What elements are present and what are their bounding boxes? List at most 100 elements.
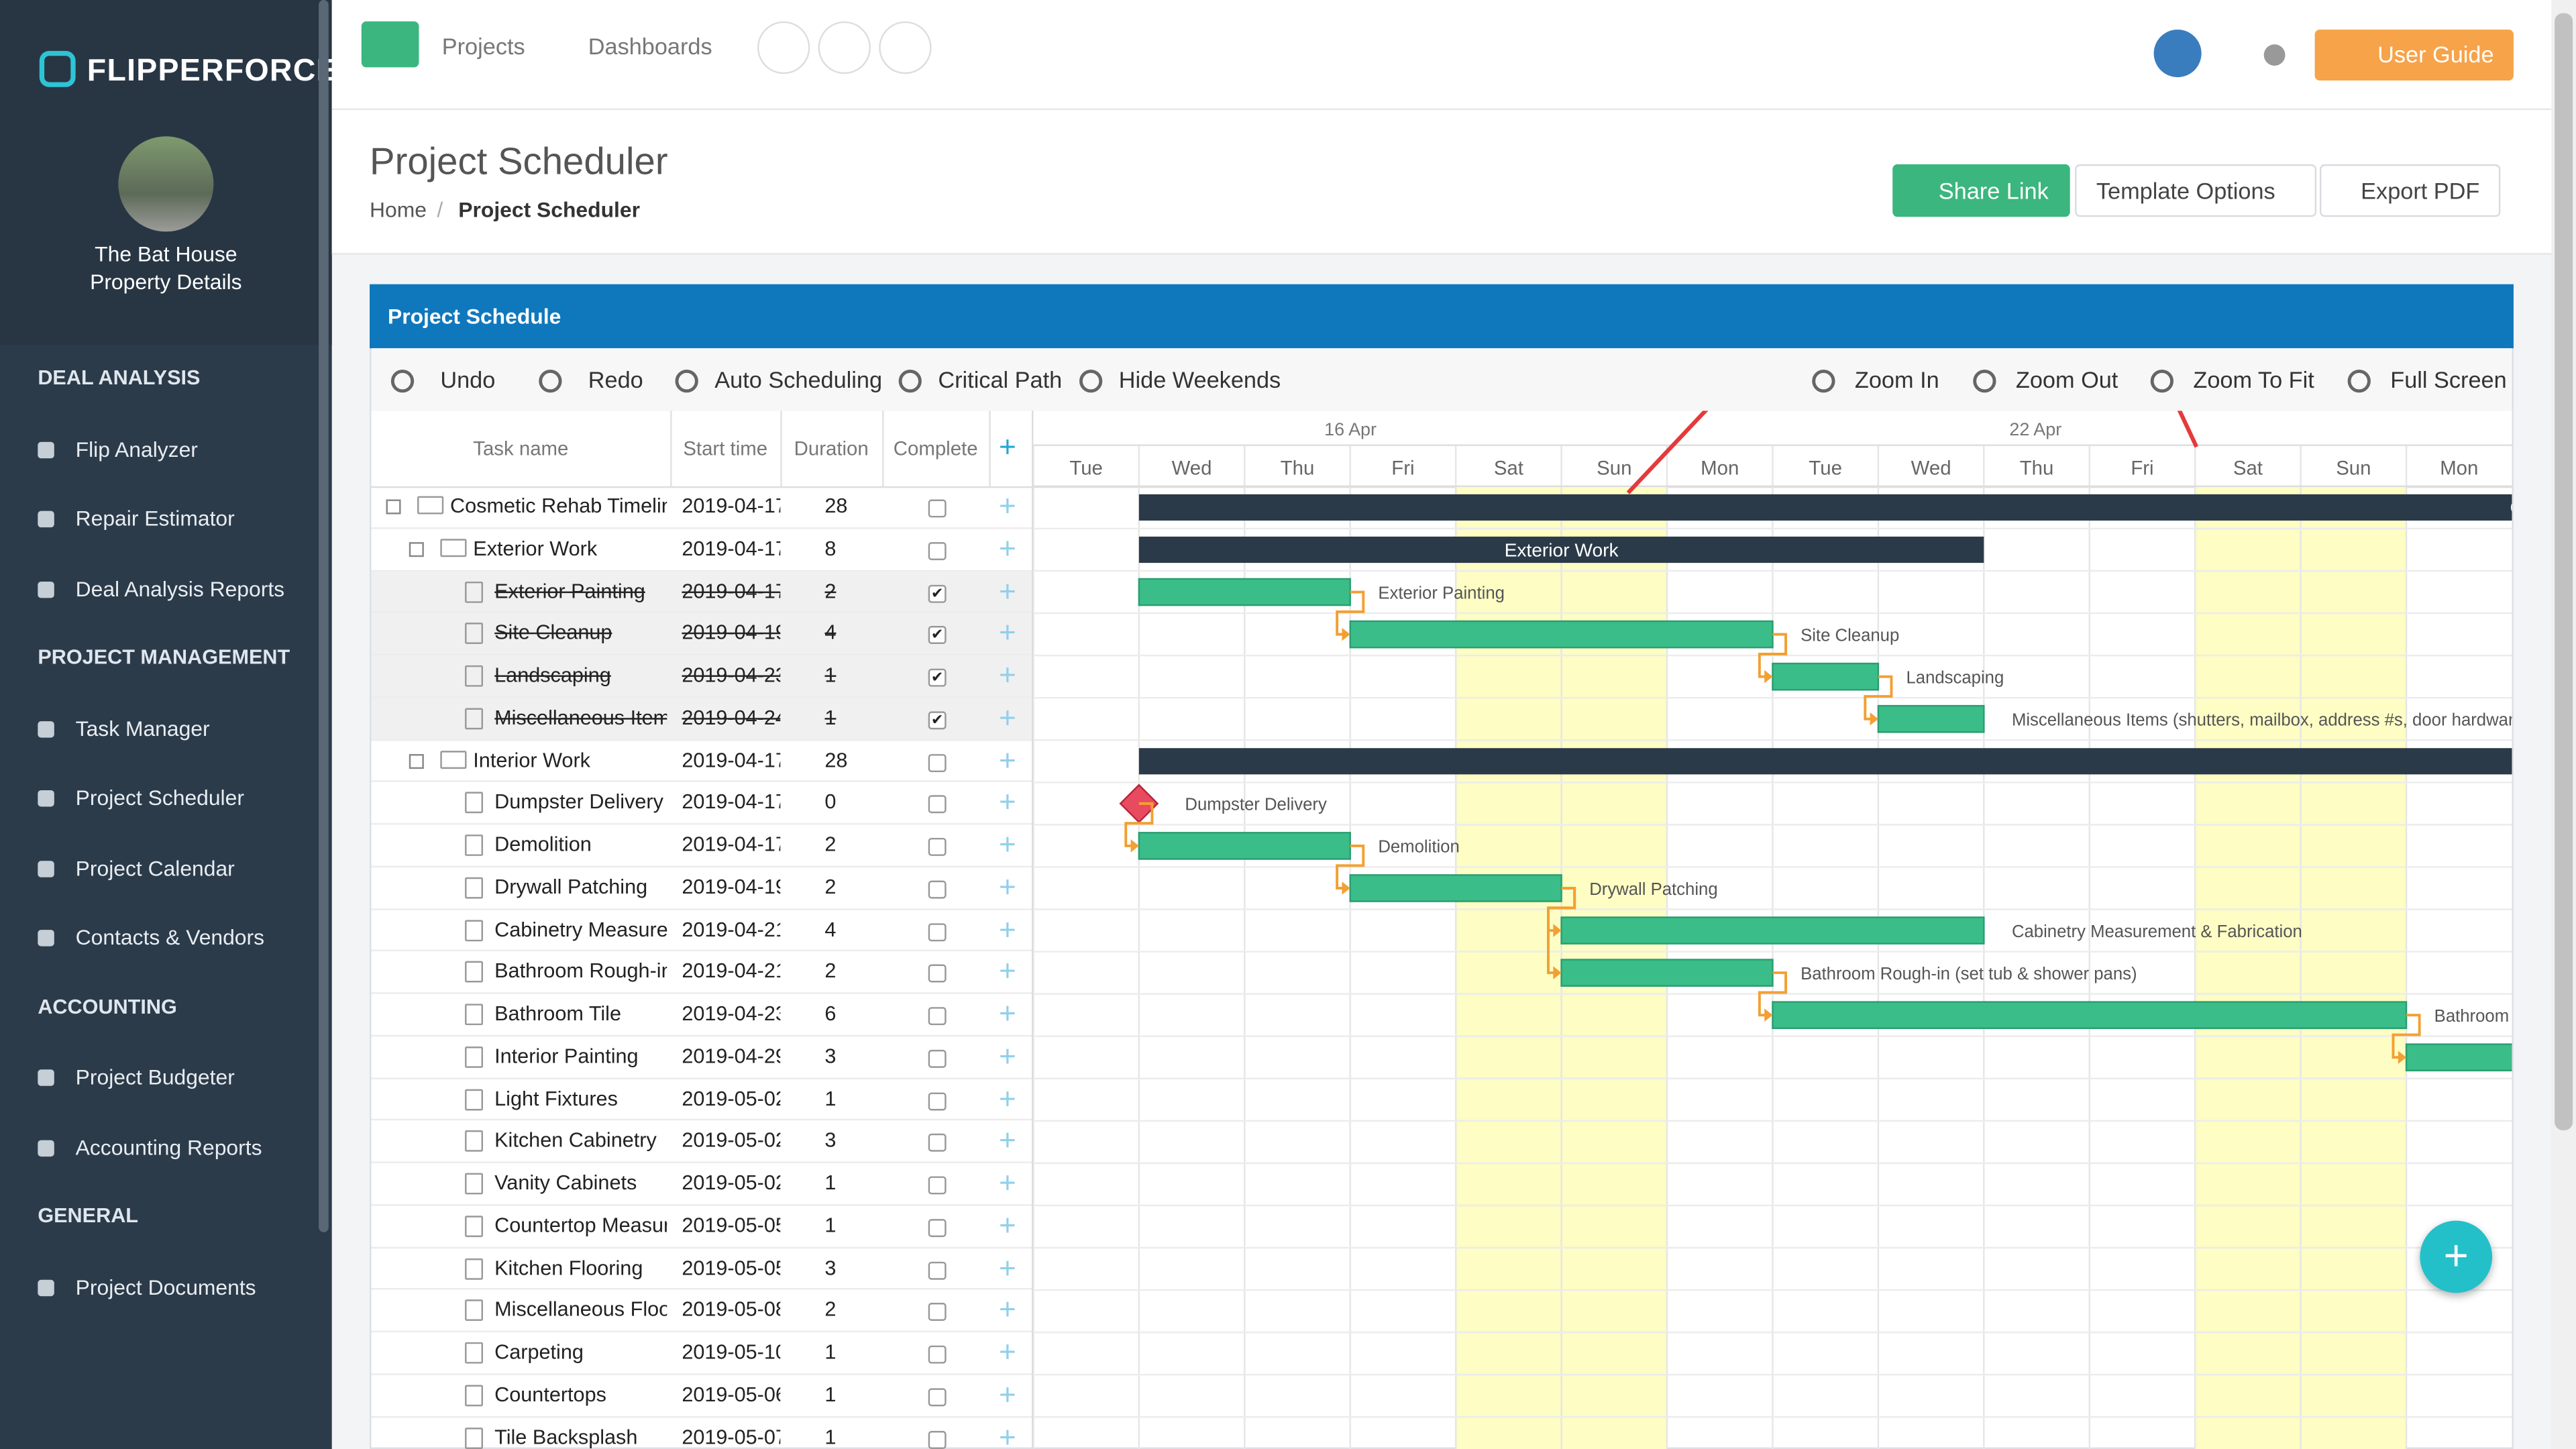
menu-dashboards[interactable]: Dashboards [588, 32, 712, 60]
task-name[interactable]: Vanity Cabinets [494, 1171, 637, 1195]
task-complete[interactable] [928, 880, 947, 898]
task-name[interactable]: Dumpster Delivery [494, 790, 663, 814]
nav-item[interactable]: Accounting Reports [75, 1134, 262, 1159]
task-complete[interactable] [928, 837, 947, 856]
task-name[interactable]: Cosmetic Rehab Timeline [450, 494, 667, 518]
add-subtask[interactable]: + [998, 1081, 1016, 1115]
toolbar-button[interactable]: Zoom To Fit [2193, 366, 2314, 393]
toolbar-button[interactable]: Zoom In [1854, 366, 1939, 393]
task-name[interactable]: Exterior Work [473, 537, 598, 560]
fab-add[interactable]: + [2420, 1220, 2493, 1293]
task-name[interactable]: Exterior Painting [494, 579, 645, 602]
task-name[interactable]: Countertop Measure [494, 1214, 667, 1237]
add-subtask[interactable]: + [998, 1293, 1016, 1326]
task-name[interactable]: Countertops [494, 1383, 606, 1406]
breadcrumb-home[interactable]: Home [370, 197, 427, 222]
calendar-button[interactable] [818, 21, 871, 74]
task-complete[interactable] [928, 753, 947, 771]
property-details[interactable]: Property Details [90, 269, 242, 294]
template-options[interactable]: Template Options [2075, 164, 2316, 217]
add-subtask[interactable]: + [998, 1039, 1016, 1073]
add-subtask[interactable]: + [998, 997, 1016, 1030]
nav-item[interactable]: Project Budgeter [75, 1064, 235, 1089]
task-name[interactable]: Landscaping [494, 663, 611, 687]
export-pdf[interactable]: Export PDF [2319, 164, 2502, 217]
share-link[interactable]: Share Link [1892, 164, 2070, 217]
toolbar-button[interactable]: Zoom Out [2015, 366, 2118, 393]
task-complete[interactable] [928, 1007, 947, 1026]
toolbar-button[interactable]: Undo [440, 366, 496, 393]
add-subtask[interactable]: + [998, 743, 1016, 777]
task-name[interactable]: Demolition [494, 833, 592, 856]
task-name[interactable]: Light Fixtures [494, 1087, 618, 1110]
task-name[interactable]: Bathroom Rough-in (set tub & shower pans… [494, 959, 667, 983]
avatar[interactable] [2153, 30, 2202, 78]
task-name[interactable]: Tile Backsplash [494, 1425, 638, 1448]
help[interactable] [2263, 44, 2286, 66]
task-name[interactable]: Bathroom Tile [494, 1002, 622, 1026]
team-button[interactable] [879, 21, 932, 74]
add-subtask[interactable]: + [998, 1124, 1016, 1157]
task-name[interactable]: Kitchen Flooring [494, 1256, 643, 1279]
expand-toggle[interactable] [409, 541, 424, 557]
add-subtask[interactable]: + [998, 1250, 1016, 1284]
add-subtask[interactable]: + [998, 870, 1016, 904]
user-guide[interactable]: User Guide [2314, 30, 2514, 81]
add-subtask[interactable]: + [998, 616, 1016, 649]
task-name[interactable]: Kitchen Cabinetry [494, 1129, 657, 1152]
add-subtask[interactable]: + [998, 1208, 1016, 1242]
add-subtask[interactable]: + [998, 489, 1016, 523]
add-subtask[interactable]: + [998, 912, 1016, 946]
task-complete[interactable] [928, 1176, 947, 1195]
task-complete[interactable]: ✔ [928, 626, 947, 645]
add-subtask[interactable]: + [998, 1166, 1016, 1199]
task-complete[interactable]: ✔ [928, 710, 947, 729]
nav-item[interactable]: Task Manager [75, 715, 210, 741]
add-subtask[interactable]: + [998, 955, 1016, 988]
toolbar-button[interactable]: Auto Scheduling [714, 366, 883, 393]
menu-button[interactable] [361, 21, 419, 68]
task-name[interactable]: Interior Painting [494, 1044, 639, 1068]
task-name[interactable]: Carpeting [494, 1340, 584, 1364]
task-complete[interactable] [928, 922, 947, 941]
property-name[interactable]: The Bat House [95, 241, 237, 266]
task-name[interactable]: Miscellaneous Items (shutters, mailbox, … [494, 706, 667, 729]
task-complete[interactable] [928, 965, 947, 983]
add-subtask[interactable]: + [998, 786, 1016, 819]
add-subtask[interactable]: + [998, 828, 1016, 861]
task-name[interactable]: Drywall Patching [494, 875, 648, 898]
task-name[interactable]: Interior Work [473, 748, 590, 771]
nav-item[interactable]: Flip Analyzer [75, 436, 198, 461]
add-subtask[interactable]: + [998, 531, 1016, 565]
add-button[interactable] [757, 21, 810, 74]
nav-item[interactable]: Project Calendar [75, 855, 235, 880]
task-complete[interactable] [928, 1387, 947, 1406]
add-subtask[interactable]: + [998, 1420, 1016, 1449]
task-complete[interactable] [928, 795, 947, 814]
nav-item[interactable]: Project Documents [75, 1274, 256, 1299]
toolbar-button[interactable]: Hide Weekends [1118, 366, 1281, 393]
task-complete[interactable] [928, 1345, 947, 1364]
toolbar-button[interactable]: Critical Path [938, 366, 1063, 393]
toolbar-button[interactable]: Redo [588, 366, 643, 393]
add-subtask[interactable]: + [998, 701, 1016, 735]
task-complete[interactable] [928, 1091, 947, 1110]
add-subtask[interactable]: + [998, 1336, 1016, 1369]
task-complete[interactable]: ✔ [928, 584, 947, 602]
nav-item[interactable]: Repair Estimator [75, 506, 235, 531]
nav-item[interactable]: Contacts & Vendors [75, 924, 265, 950]
task-name[interactable]: Miscellaneous Flooring [494, 1298, 667, 1322]
expand-toggle[interactable] [409, 753, 424, 768]
task-name[interactable]: Site Cleanup [494, 621, 612, 645]
task-complete[interactable] [928, 499, 947, 518]
expand-toggle[interactable] [386, 499, 401, 515]
toolbar-button[interactable]: Full Screen [2390, 366, 2507, 393]
task-complete[interactable] [928, 1218, 947, 1237]
task-complete[interactable]: ✔ [928, 668, 947, 687]
task-complete[interactable] [928, 1134, 947, 1152]
task-complete[interactable] [928, 541, 947, 560]
task-complete[interactable] [928, 1049, 947, 1068]
task-name[interactable]: Cabinetry Measurement & Fabrication [494, 917, 667, 941]
nav-item[interactable]: Project Scheduler [75, 785, 244, 810]
menu-projects[interactable]: Projects [441, 32, 525, 60]
